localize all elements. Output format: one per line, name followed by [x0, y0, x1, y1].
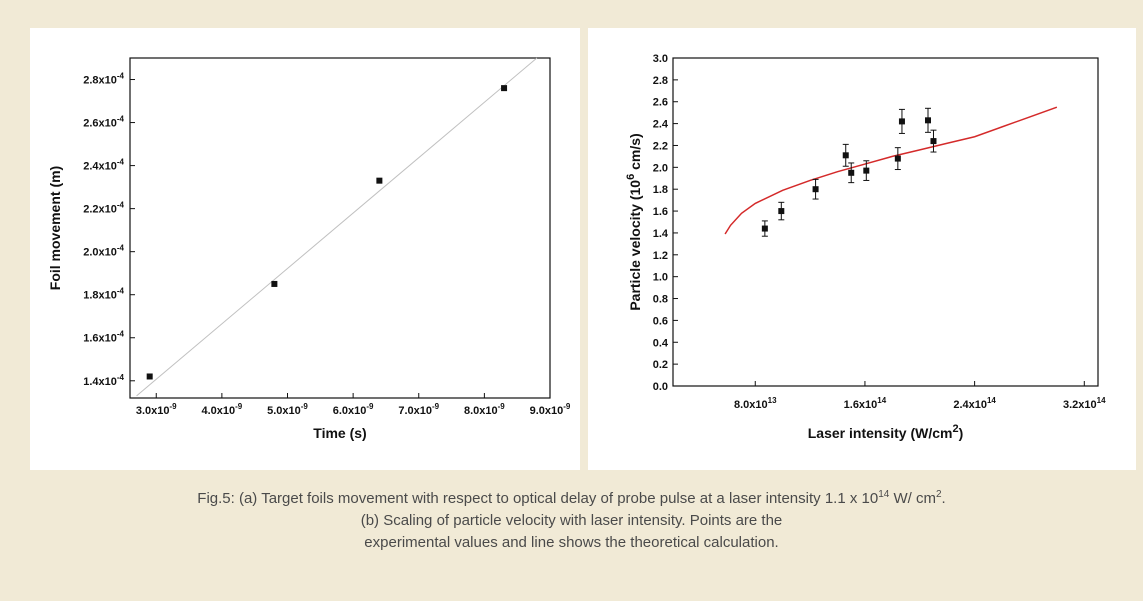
- x-tick-label: 1.6x1014: [844, 396, 887, 411]
- y-tick-label: 1.6x10-4: [83, 330, 124, 345]
- y-tick-label: 2.4: [653, 119, 669, 131]
- data-point: [376, 177, 383, 184]
- plot-frame: [672, 57, 1099, 387]
- plot-frame: [129, 57, 551, 399]
- foil-movement-chart: 3.0x10-9 4.0x10-9 5.0x10-9 6.0x10-9 7.0x10-9…: [47, 57, 571, 441]
- x-axis-label: Time (s): [313, 425, 366, 441]
- y-tick-label: 3.0: [653, 53, 668, 65]
- caption-line-2: (b) Scaling of particle velocity with la…: [360, 512, 783, 529]
- data-point: [778, 208, 785, 215]
- data-point: [863, 167, 870, 174]
- x-tick-label: 4.0x10-9: [201, 402, 242, 417]
- y-tick-label: 1.4x10-4: [83, 373, 124, 388]
- y-tick-label: 0.4: [653, 337, 669, 349]
- caption-line-3: experimental values and line shows the t…: [364, 534, 779, 551]
- data-point: [930, 138, 937, 145]
- x-axis-label: Laser intensity (W/cm2): [808, 423, 964, 441]
- caption-line-1: Fig.5: (a) Target foils movement with re…: [197, 489, 946, 508]
- x-tick-label: 3.0x10-9: [136, 402, 177, 417]
- y-tick-label: 2.8x10-4: [83, 72, 124, 87]
- y-axis-label: Particle velocity (106 cm/s): [625, 133, 643, 310]
- y-tick-label: 0.6: [653, 315, 668, 327]
- data-point: [501, 85, 508, 92]
- y-tick-label: 0.2: [653, 359, 668, 371]
- y-tick-label: 2.8: [653, 75, 668, 87]
- x-tick-label: 8.0x1013: [734, 396, 777, 411]
- x-tick-label: 5.0x10-9: [267, 402, 308, 417]
- chart-panel-a: 3.0x10-9 4.0x10-9 5.0x10-9 6.0x10-9 7.0x10-9…: [30, 28, 580, 470]
- data-point: [898, 118, 905, 125]
- data-point: [146, 373, 153, 380]
- x-tick-label: 9.0x10-9: [530, 402, 571, 417]
- y-tick-label: 2.0x10-4: [83, 244, 124, 259]
- data-point: [925, 117, 931, 124]
- figure-caption: Fig.5: (a) Target foils movement with re…: [0, 488, 1143, 554]
- y-tick-label: 2.6x10-4: [83, 115, 124, 130]
- y-tick-label: 2.6: [653, 97, 668, 109]
- y-tick-label: 2.0: [653, 162, 668, 174]
- y-tick-label: 1.4: [653, 228, 669, 240]
- data-point: [842, 152, 849, 159]
- x-tick-label: 2.4x1014: [953, 396, 996, 411]
- fit-line: [136, 57, 538, 397]
- x-tick-label: 7.0x10-9: [398, 402, 439, 417]
- theory-curve: [724, 106, 1058, 235]
- x-tick-label: 8.0x10-9: [464, 402, 505, 417]
- particle-velocity-chart: 8.0x1013 1.6x1014 2.4x1014 3.2x1014 0.0 0.2 0.…: [625, 53, 1106, 441]
- y-tick-label: 1.6: [653, 206, 668, 218]
- y-tick-label: 1.2: [653, 250, 668, 262]
- data-point: [812, 186, 819, 193]
- y-axis-label: Foil movement (m): [47, 166, 63, 290]
- y-tick-label: 1.8: [653, 184, 668, 196]
- y-tick-label: 2.2x10-4: [83, 201, 124, 216]
- data-point: [894, 155, 901, 162]
- data-point: [761, 225, 768, 232]
- data-point: [848, 169, 855, 176]
- y-tick-label: 0.8: [653, 294, 668, 306]
- chart-panel-b: 8.0x1013 1.6x1014 2.4x1014 3.2x1014 0.0 0.2 0.…: [588, 28, 1136, 470]
- y-tick-label: 1.0: [653, 272, 668, 284]
- data-point: [271, 280, 278, 287]
- y-tick-label: 1.8x10-4: [83, 287, 124, 302]
- y-tick-label: 2.2: [653, 140, 668, 152]
- x-tick-label: 3.2x1014: [1063, 396, 1106, 411]
- x-tick-label: 6.0x10-9: [333, 402, 374, 417]
- y-tick-label: 2.4x10-4: [83, 158, 124, 173]
- y-tick-label: 0.0: [653, 381, 668, 393]
